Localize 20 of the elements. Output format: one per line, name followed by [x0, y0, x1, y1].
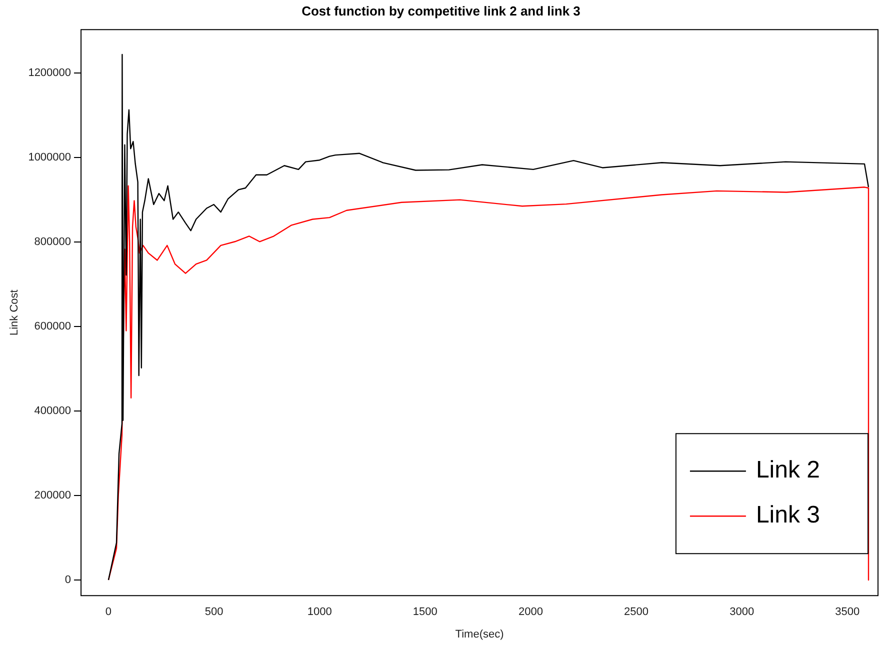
legend-label: Link 2 — [756, 456, 820, 484]
x-tick-label: 2500 — [624, 606, 649, 618]
x-axis-title: Time(sec) — [455, 628, 504, 640]
x-tick-label: 1000 — [307, 606, 332, 618]
x-tick-label: 0 — [105, 606, 112, 618]
x-tick-label: 500 — [204, 606, 224, 618]
y-tick-label: 400000 — [34, 405, 72, 418]
x-tick-label: 3500 — [835, 606, 860, 618]
y-tick-label: 200000 — [34, 490, 72, 502]
y-tick-label: 800000 — [34, 236, 72, 248]
y-tick-label: 1200000 — [28, 67, 72, 80]
y-tick-label: 600000 — [34, 320, 72, 333]
legend-label: Link 3 — [756, 502, 820, 529]
x-tick-label: 1500 — [412, 606, 438, 618]
y-axis-title: Link Cost — [8, 290, 21, 336]
y-tick-label: 0 — [64, 574, 72, 586]
chart-title: Cost function by competitive link 2 and link 3 — [302, 3, 580, 18]
y-tick-label: 1000000 — [28, 152, 72, 164]
x-tick-label: 3000 — [730, 606, 754, 618]
x-tick-label: 2000 — [518, 606, 543, 618]
